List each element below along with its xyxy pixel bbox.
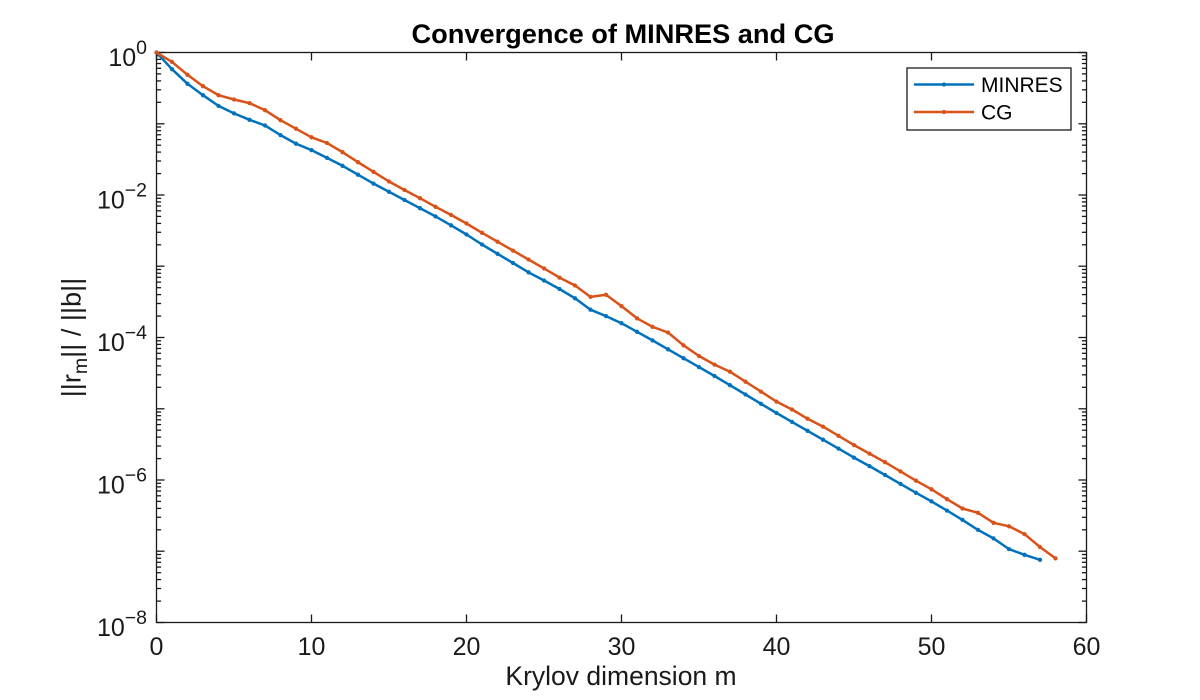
svg-text:60: 60 xyxy=(1073,633,1101,661)
svg-text:Convergence of MINRES and CG: Convergence of MINRES and CG xyxy=(412,18,835,49)
svg-text:40: 40 xyxy=(763,633,791,661)
svg-text:10−8: 10−8 xyxy=(97,607,147,642)
svg-text:||rm|| / ||b||: ||rm|| / ||b|| xyxy=(56,278,93,398)
svg-text:20: 20 xyxy=(453,633,481,661)
svg-text:Krylov dimension m: Krylov dimension m xyxy=(505,661,736,691)
svg-text:50: 50 xyxy=(918,633,946,661)
svg-text:10: 10 xyxy=(298,633,326,661)
svg-text:100: 100 xyxy=(108,37,147,72)
svg-text:CG: CG xyxy=(981,102,1013,125)
svg-text:30: 30 xyxy=(608,633,636,661)
svg-text:MINRES: MINRES xyxy=(981,74,1063,97)
svg-text:0: 0 xyxy=(150,633,164,661)
svg-text:10−2: 10−2 xyxy=(97,180,147,215)
svg-text:10−6: 10−6 xyxy=(97,465,147,500)
svg-text:10−4: 10−4 xyxy=(97,322,147,357)
